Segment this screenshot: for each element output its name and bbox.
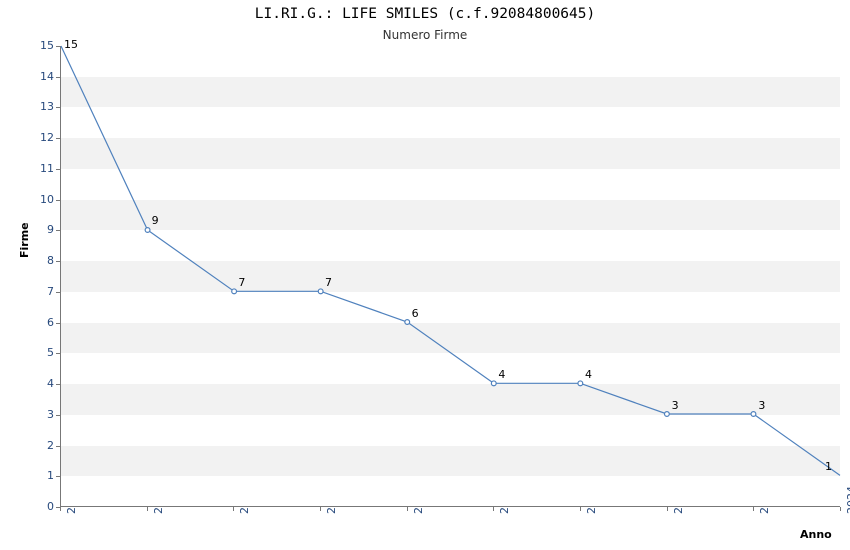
y-tick-mark: [56, 507, 60, 508]
data-point-marker: [317, 288, 324, 295]
x-tick-mark: [406, 507, 408, 511]
data-point-marker: [404, 319, 411, 325]
y-tick-label: 7: [47, 284, 54, 298]
grid-band: [61, 384, 840, 415]
data-point-label: 1: [825, 460, 832, 474]
x-tick-mark: [666, 507, 668, 511]
y-tick-label: 1: [47, 469, 54, 483]
y-tick-label: 0: [47, 500, 54, 513]
y-tick-label: 4: [47, 377, 54, 391]
y-tick-label: 10: [40, 192, 54, 206]
y-tick-label: 14: [40, 69, 54, 83]
data-point-marker: [490, 380, 497, 387]
grid-band: [61, 261, 840, 292]
x-tick-mark: [580, 507, 581, 511]
x-tick-mark: [146, 507, 148, 511]
x-tick-mark: [840, 507, 841, 511]
x-tick-mark: [233, 507, 235, 511]
data-point-marker: [144, 227, 151, 233]
chart-title: LI.RI.G.: LIFE SMILES (c.f.92084800645): [254, 6, 596, 22]
data-point-label: 7: [325, 275, 332, 289]
x-tick-mark: [493, 507, 495, 511]
grid-band: [61, 322, 840, 354]
y-tick-label: 9: [47, 223, 54, 237]
grid-band: [61, 445, 840, 477]
series-polyline: [60, 45, 841, 476]
y-tick-label: 6: [47, 315, 54, 329]
y-tick-mark: [56, 353, 60, 355]
x-axis-label: Anno: [800, 528, 832, 541]
chart-subtitle: Numero Firme: [382, 28, 468, 42]
grid-band: [61, 199, 840, 231]
data-point-label: 3: [758, 398, 766, 412]
y-tick-label: 13: [40, 100, 54, 114]
y-tick-mark: [56, 261, 60, 263]
x-tick-mark: [60, 507, 61, 511]
y-tick-label: 5: [47, 346, 54, 360]
y-tick-label: 2: [47, 438, 54, 452]
x-tick-label: 2024: [845, 486, 850, 514]
plot-area: 15 9 7 7 6 4 4 3 3 1: [60, 38, 841, 507]
y-tick-mark: [56, 138, 60, 140]
data-point-marker: [663, 411, 670, 417]
data-point-label: 6: [411, 306, 419, 320]
data-point-marker: [231, 288, 238, 295]
data-point-label: 4: [585, 368, 592, 382]
y-tick-mark: [56, 291, 60, 293]
y-tick-mark: [56, 168, 60, 170]
y-tick-mark: [56, 414, 60, 416]
data-point-marker: [750, 411, 757, 417]
y-tick-mark: [56, 199, 60, 201]
grid-band: [61, 76, 840, 108]
data-point-label: 9: [151, 214, 159, 228]
x-tick-mark: [320, 507, 321, 511]
y-tick-label: 15: [40, 39, 54, 52]
data-point-label: 15: [64, 38, 78, 51]
y-tick-mark: [56, 445, 60, 447]
y-tick-label: 3: [47, 407, 54, 421]
y-tick-mark: [56, 322, 60, 324]
grid-band: [61, 138, 840, 169]
y-tick-mark: [56, 230, 60, 232]
y-tick-mark: [56, 476, 60, 478]
y-tick-label: 11: [40, 161, 54, 175]
data-point-label: 7: [238, 275, 246, 289]
data-point-marker: [577, 380, 584, 387]
x-tick-mark: [753, 507, 755, 511]
data-point-label: 3: [671, 398, 679, 412]
y-tick-mark: [56, 76, 60, 78]
y-tick-mark: [56, 107, 60, 109]
data-series-line: [60, 45, 841, 476]
y-tick-label: 12: [40, 131, 54, 145]
y-tick-mark: [56, 384, 60, 386]
data-point-label: 4: [498, 368, 506, 382]
y-tick-label: 8: [47, 254, 54, 268]
y-tick-mark: [56, 46, 60, 47]
